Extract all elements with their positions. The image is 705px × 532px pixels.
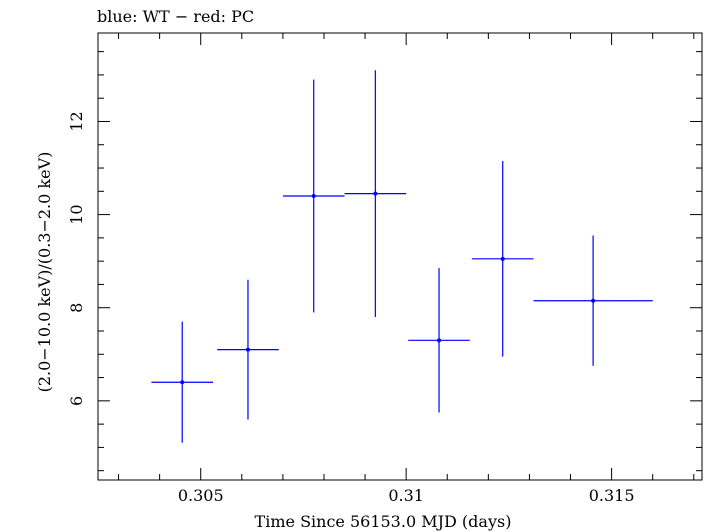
point-marker xyxy=(373,191,378,196)
point-marker xyxy=(245,347,250,352)
data-marks xyxy=(151,70,653,443)
point-marker xyxy=(500,256,505,261)
x-axis-label: Time Since 56153.0 MJD (days) xyxy=(255,512,512,531)
y-tick-label: 10 xyxy=(67,204,86,224)
data-point xyxy=(533,235,653,366)
data-point xyxy=(217,279,279,420)
point-marker xyxy=(437,338,442,343)
data-point xyxy=(151,321,214,443)
point-marker xyxy=(311,193,316,198)
y-tick-label: 6 xyxy=(67,396,86,406)
y-tick-label: 8 xyxy=(67,303,86,313)
axis-tick-labels: 0.305 0.31 0.315 6 8 10 12 xyxy=(67,111,635,505)
data-point xyxy=(471,161,534,357)
x-tick-label: 0.315 xyxy=(589,486,635,505)
y-axis-label: (2.0−10.0 keV)/(0.3−2.0 keV) xyxy=(35,152,54,393)
x-tick-label: 0.31 xyxy=(388,486,424,505)
data-point xyxy=(282,79,345,313)
y-tick-label: 12 xyxy=(67,111,86,131)
chart-title: blue: WT − red: PC xyxy=(97,7,254,26)
x-tick-label: 0.305 xyxy=(178,486,224,505)
data-point xyxy=(344,70,407,318)
point-marker xyxy=(180,380,185,385)
axis-ticks xyxy=(98,33,702,480)
data-point xyxy=(408,268,470,413)
point-marker xyxy=(591,298,596,303)
plot-frame xyxy=(97,32,703,481)
